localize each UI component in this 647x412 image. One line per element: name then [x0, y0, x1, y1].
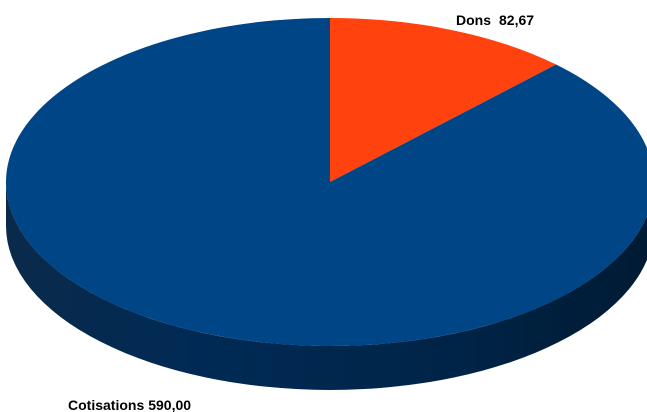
slice-value-cotisations: 590,00: [148, 397, 191, 412]
pie-side-walls: [6, 182, 647, 390]
slice-value-dons: 82,67: [499, 12, 534, 28]
pie-side-cotisations: [6, 182, 647, 390]
pie-top-faces: [6, 18, 647, 346]
pie-slice-dons: [330, 18, 557, 182]
slice-name-cotisations: Cotisations: [68, 397, 144, 412]
slice-name-dons: Dons: [456, 12, 491, 28]
slice-label-cotisations: Cotisations 590,00: [68, 397, 191, 412]
pie-slice-cotisations: [6, 18, 647, 346]
pie-labels: Dons 82,67 Cotisations 590,00: [68, 12, 534, 412]
slice-label-dons: Dons 82,67: [456, 12, 534, 28]
